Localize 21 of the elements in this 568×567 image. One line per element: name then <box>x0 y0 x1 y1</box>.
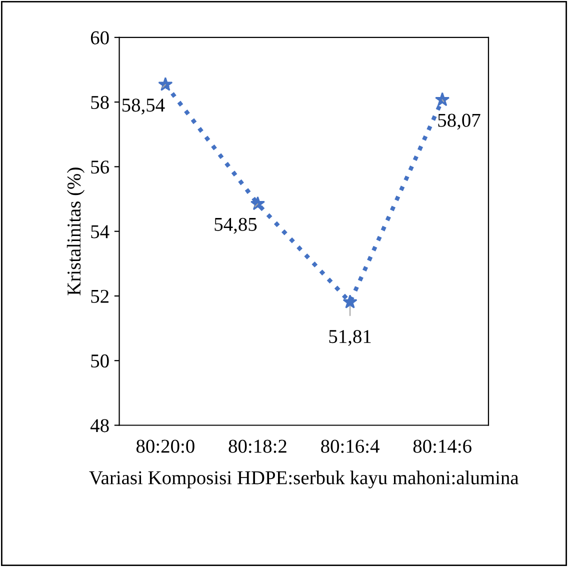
y-tick-label: 48 <box>90 419 109 432</box>
point <box>158 76 173 91</box>
data-label: 58,07 <box>438 114 480 130</box>
y-tick-label: 50 <box>91 354 109 368</box>
y-tick-label: 58 <box>91 96 109 109</box>
y-tick-label: 52 <box>91 290 108 303</box>
x-tick-label: 80:16:4 <box>321 440 380 453</box>
point <box>435 92 450 106</box>
x-tick-label: 80:14:6 <box>413 440 472 453</box>
x-tick-label: 80:20:0 <box>136 440 194 453</box>
y-tick-label: 60 <box>90 31 109 44</box>
data-label: 58,54 <box>122 98 165 114</box>
data-label: 51,81 <box>329 330 371 346</box>
point <box>342 294 358 308</box>
y-tick-label: 54 <box>91 225 110 238</box>
x-tick-label: 80:18:2 <box>228 440 286 453</box>
x-axis-title: Variasi Komposisi HDPE:serbuk kayu mahoni:alumina <box>89 470 519 488</box>
y-tick-label: 56 <box>91 160 109 174</box>
data-label: 54,85 <box>214 218 257 234</box>
y-axis-title: Kristalinitas (%) <box>66 168 85 296</box>
point <box>250 196 266 210</box>
